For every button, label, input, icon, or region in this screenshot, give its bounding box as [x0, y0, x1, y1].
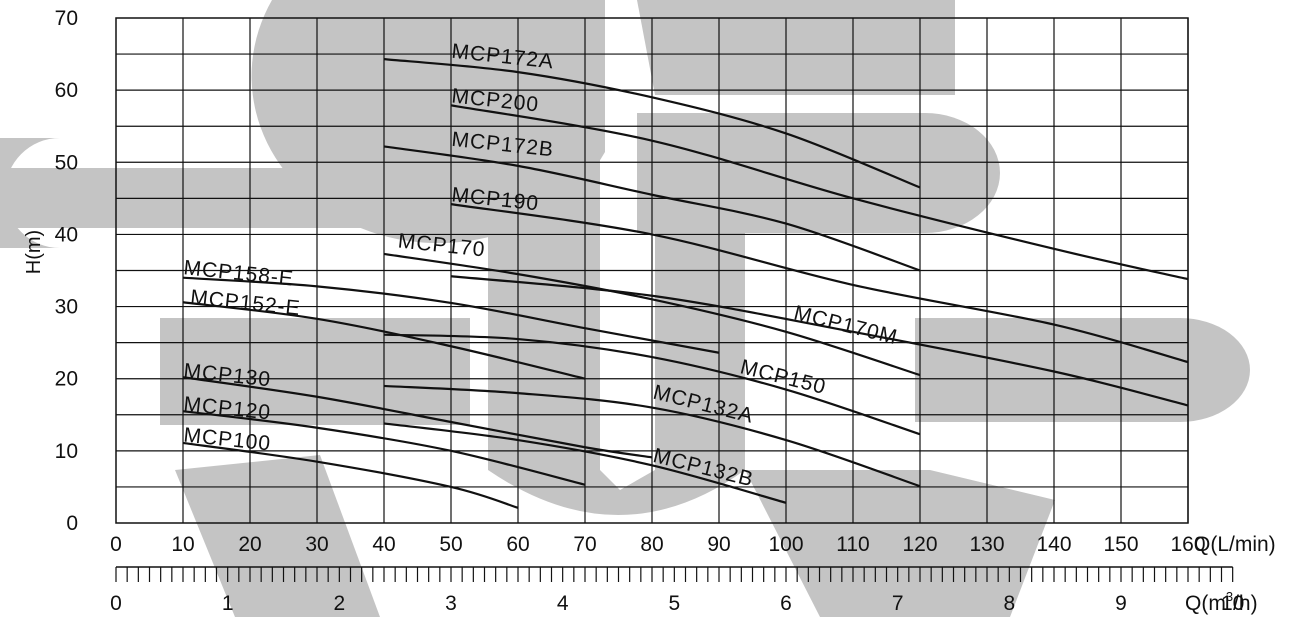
curve-mcp190: [450, 203, 1189, 364]
x-tick-label: 110: [836, 533, 869, 556]
curve-mcp172b: [383, 145, 921, 272]
y-tick-label: 40: [55, 223, 78, 246]
y-tick-label: 50: [55, 151, 78, 174]
curve-mcp170m: [450, 275, 1189, 407]
y-tick-label: 60: [55, 79, 78, 102]
x-tick-label: 130: [969, 533, 1004, 556]
watermark-shape-top-right: [637, 0, 955, 95]
curves: [182, 58, 1189, 509]
curve-mcp158-e: [182, 276, 720, 354]
x-tick-label: 90: [707, 533, 730, 556]
x-tick-label: 10: [171, 533, 194, 556]
x2-tick-label: 8: [1003, 592, 1015, 615]
x2-axis-title-tail: /h): [1233, 592, 1258, 615]
x2-tick-label: 0: [110, 592, 122, 615]
x-tick-label: 120: [902, 533, 937, 556]
watermark-shape-right-lower: [915, 318, 1250, 422]
y-tick-label: 10: [55, 440, 78, 463]
x2-tick-label: 5: [668, 592, 680, 615]
curve-mcp152-e: [182, 301, 586, 380]
watermark-shape-left-lower: [160, 318, 470, 425]
x2-tick-label: 3: [445, 592, 457, 615]
y-tick-label: 70: [55, 7, 78, 30]
curve-mcp150: [383, 333, 921, 436]
x2-tick-label: 6: [780, 592, 792, 615]
x-tick-label: 70: [573, 533, 596, 556]
curve-mcp132a: [383, 384, 921, 488]
curve-mcp100: [182, 441, 519, 509]
label-mcp158-e: MCP158-E: [182, 256, 295, 290]
x2-tick-label: 2: [333, 592, 345, 615]
curve-mcp132b: [383, 422, 787, 504]
x-tick-label: 100: [768, 533, 803, 556]
curve-mcp120: [182, 410, 586, 486]
x-axis-title: Q(L/min): [1194, 533, 1276, 556]
watermark-shape-left-cap: [0, 138, 60, 248]
x-tick-label: 50: [439, 533, 462, 556]
y-axis: 0 10 20 30 40 50 60 70: [55, 7, 78, 535]
y-tick-label: 30: [55, 296, 78, 319]
x-tick-label: 20: [238, 533, 261, 556]
y-tick-label: 20: [55, 368, 78, 391]
x-tick-label: 30: [305, 533, 328, 556]
curve-mcp170: [383, 252, 921, 377]
label-mcp152-e: MCP152-E: [189, 286, 302, 320]
x-axis: 0 10 20 30 40 50 60 70 80 90 100 110 120 130 140 150 160: [110, 533, 1205, 556]
curve-mcp200: [450, 104, 1189, 281]
watermark-logo: [0, 0, 1250, 617]
x-tick-label: 150: [1103, 533, 1138, 556]
x-tick-label: 160: [1170, 533, 1205, 556]
x2-axis-title: Q(m3/h): [1185, 589, 1258, 615]
y-axis-title: H(m): [23, 230, 45, 274]
x-tick-label: 40: [372, 533, 395, 556]
x2-tick-label: 4: [557, 592, 569, 615]
watermark-shape-diag-right: [745, 470, 1055, 617]
curve-mcp172a: [383, 58, 921, 189]
x-tick-label: 140: [1036, 533, 1071, 556]
x-tick-label: 0: [110, 533, 122, 556]
x2-tick-label: 10: [1221, 592, 1244, 615]
watermark-shape-u: [488, 160, 745, 515]
label-mcp150: MCP150: [738, 355, 829, 399]
x-tick-label: 60: [506, 533, 529, 556]
x2-axis-title-sup: 3: [1226, 589, 1233, 604]
plot-frame: [115, 17, 1189, 524]
x2-tick-label: 9: [1115, 592, 1127, 615]
x-tick-label: 80: [640, 533, 663, 556]
curve-mcp130: [182, 376, 653, 459]
watermark-shape-diag-left: [175, 455, 380, 617]
y-tick-label: 0: [66, 512, 78, 535]
x2-axis-title-main: Q(m: [1185, 592, 1226, 615]
x2-tick-label: 1: [222, 592, 234, 615]
secondary-x-axis: 0 1 2 3 4 5 6 7 8 9 10: [110, 566, 1244, 615]
chart-grid: [116, 18, 1189, 523]
x2-tick-label: 7: [892, 592, 904, 615]
